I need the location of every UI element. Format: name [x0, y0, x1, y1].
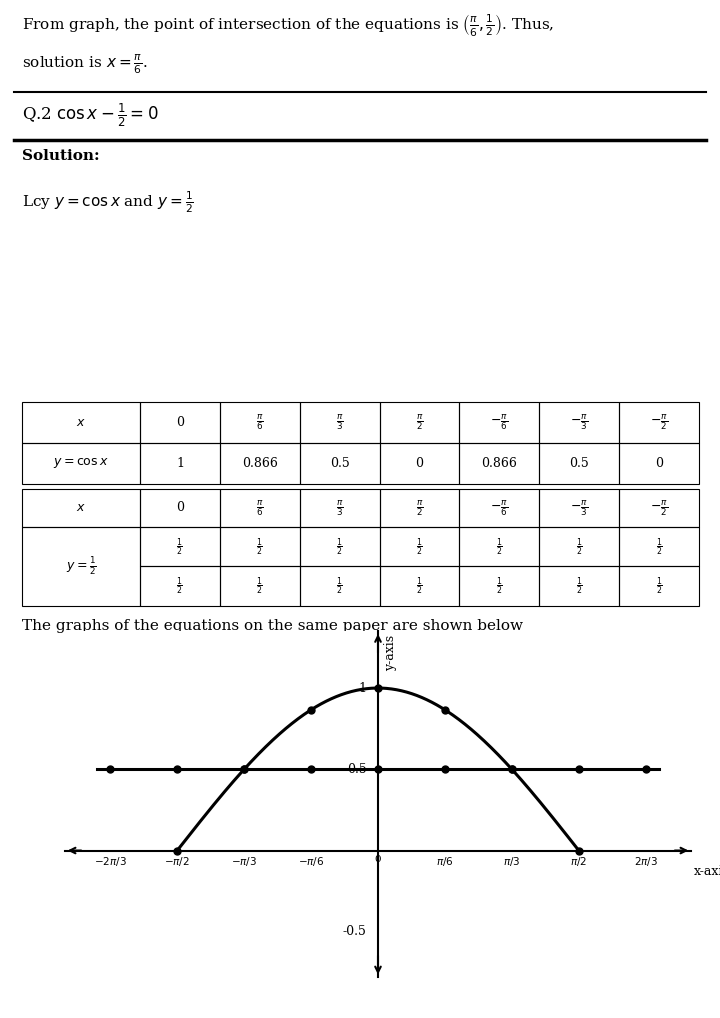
- Bar: [379, 566, 459, 606]
- Bar: [22, 402, 140, 443]
- Text: $-\frac{\pi}{2}$: $-\frac{\pi}{2}$: [650, 413, 668, 432]
- Bar: [459, 443, 539, 484]
- Bar: [220, 443, 300, 484]
- Text: $\frac{1}{2}$: $\frac{1}{2}$: [336, 536, 343, 558]
- Text: $y = \cos x$: $y = \cos x$: [53, 456, 109, 470]
- Text: $\frac{1}{2}$: $\frac{1}{2}$: [496, 536, 503, 558]
- Text: 0.866: 0.866: [242, 457, 278, 469]
- Bar: [379, 443, 459, 484]
- Bar: [140, 443, 220, 484]
- Text: Solution:: Solution:: [22, 149, 99, 163]
- Bar: [22, 489, 140, 527]
- Bar: [22, 527, 140, 606]
- Bar: [539, 566, 619, 606]
- Bar: [539, 443, 619, 484]
- Text: $\frac{\pi}{3}$: $\frac{\pi}{3}$: [336, 498, 343, 517]
- Bar: [619, 443, 699, 484]
- Bar: [379, 489, 459, 527]
- Text: $\frac{1}{2}$: $\frac{1}{2}$: [256, 536, 264, 558]
- Text: The graphs of the equations on the same paper are shown below: The graphs of the equations on the same …: [22, 619, 523, 633]
- Bar: [539, 489, 619, 527]
- Bar: [379, 402, 459, 443]
- Bar: [140, 402, 220, 443]
- Bar: [220, 527, 300, 566]
- Bar: [140, 489, 220, 527]
- Text: $\frac{\pi}{6}$: $\frac{\pi}{6}$: [256, 498, 264, 517]
- Text: $\frac{1}{2}$: $\frac{1}{2}$: [576, 575, 582, 597]
- Bar: [619, 566, 699, 606]
- Text: 0.5: 0.5: [570, 457, 589, 469]
- Bar: [140, 527, 220, 566]
- Bar: [459, 402, 539, 443]
- Text: $-\frac{\pi}{3}$: $-\frac{\pi}{3}$: [570, 498, 588, 517]
- Text: $\frac{\pi}{2}$: $\frac{\pi}{2}$: [415, 413, 423, 432]
- Bar: [220, 402, 300, 443]
- Bar: [619, 402, 699, 443]
- Bar: [220, 489, 300, 527]
- Bar: [619, 527, 699, 566]
- Text: $\frac{1}{2}$: $\frac{1}{2}$: [496, 575, 503, 597]
- Text: $\frac{\pi}{2}$: $\frac{\pi}{2}$: [415, 498, 423, 517]
- Bar: [459, 527, 539, 566]
- Text: $\frac{1}{2}$: $\frac{1}{2}$: [416, 536, 423, 558]
- Text: $x$: $x$: [76, 416, 86, 429]
- Bar: [300, 402, 379, 443]
- Text: 0: 0: [176, 502, 184, 514]
- Text: $\frac{1}{2}$: $\frac{1}{2}$: [656, 575, 662, 597]
- Text: $x$: $x$: [76, 502, 86, 514]
- Text: 0: 0: [415, 457, 423, 469]
- Text: $-\frac{\pi}{6}$: $-\frac{\pi}{6}$: [490, 498, 508, 517]
- Bar: [539, 402, 619, 443]
- Text: $\frac{\pi}{6}$: $\frac{\pi}{6}$: [256, 413, 264, 432]
- Text: $\frac{1}{2}$: $\frac{1}{2}$: [416, 575, 423, 597]
- Text: x-axis: x-axis: [694, 865, 720, 879]
- Bar: [619, 489, 699, 527]
- Text: 0.5: 0.5: [330, 457, 350, 469]
- Text: solution is $x = \frac{\pi}{6}$.: solution is $x = \frac{\pi}{6}$.: [22, 53, 148, 76]
- Bar: [220, 566, 300, 606]
- Text: 1: 1: [176, 457, 184, 469]
- Text: $-\frac{\pi}{6}$: $-\frac{\pi}{6}$: [490, 413, 508, 432]
- Text: $y = \frac{1}{2}$: $y = \frac{1}{2}$: [66, 556, 96, 577]
- Text: $\frac{1}{2}$: $\frac{1}{2}$: [336, 575, 343, 597]
- Text: $\frac{1}{2}$: $\frac{1}{2}$: [176, 575, 184, 597]
- Bar: [300, 527, 379, 566]
- Text: 0.5: 0.5: [347, 762, 366, 776]
- Bar: [300, 443, 379, 484]
- Text: 1: 1: [359, 681, 366, 694]
- Text: $-\frac{\pi}{2}$: $-\frac{\pi}{2}$: [650, 498, 668, 517]
- Text: 0.866: 0.866: [482, 457, 518, 469]
- Bar: [22, 443, 140, 484]
- Text: $\frac{\pi}{3}$: $\frac{\pi}{3}$: [336, 413, 343, 432]
- Text: 0: 0: [176, 416, 184, 429]
- Bar: [300, 489, 379, 527]
- Text: $-\frac{\pi}{3}$: $-\frac{\pi}{3}$: [570, 413, 588, 432]
- Text: Lcy $y = \cos x$ and $y = \frac{1}{2}$: Lcy $y = \cos x$ and $y = \frac{1}{2}$: [22, 189, 194, 215]
- Text: $\frac{1}{2}$: $\frac{1}{2}$: [176, 536, 184, 558]
- Bar: [459, 489, 539, 527]
- Text: $\frac{1}{2}$: $\frac{1}{2}$: [256, 575, 264, 597]
- Bar: [300, 566, 379, 606]
- Bar: [459, 566, 539, 606]
- Text: y-axis: y-axis: [384, 634, 397, 671]
- Text: $\frac{1}{2}$: $\frac{1}{2}$: [656, 536, 662, 558]
- Bar: [539, 527, 619, 566]
- Text: From graph, the point of intersection of the equations is $\left(\frac{\pi}{6}, : From graph, the point of intersection of…: [22, 12, 554, 39]
- Text: Q.2 $\cos x - \frac{1}{2} = 0$: Q.2 $\cos x - \frac{1}{2} = 0$: [22, 102, 158, 129]
- Text: 0: 0: [655, 457, 663, 469]
- Text: $\frac{1}{2}$: $\frac{1}{2}$: [576, 536, 582, 558]
- Text: -0.5: -0.5: [343, 925, 366, 939]
- Bar: [379, 527, 459, 566]
- Bar: [140, 566, 220, 606]
